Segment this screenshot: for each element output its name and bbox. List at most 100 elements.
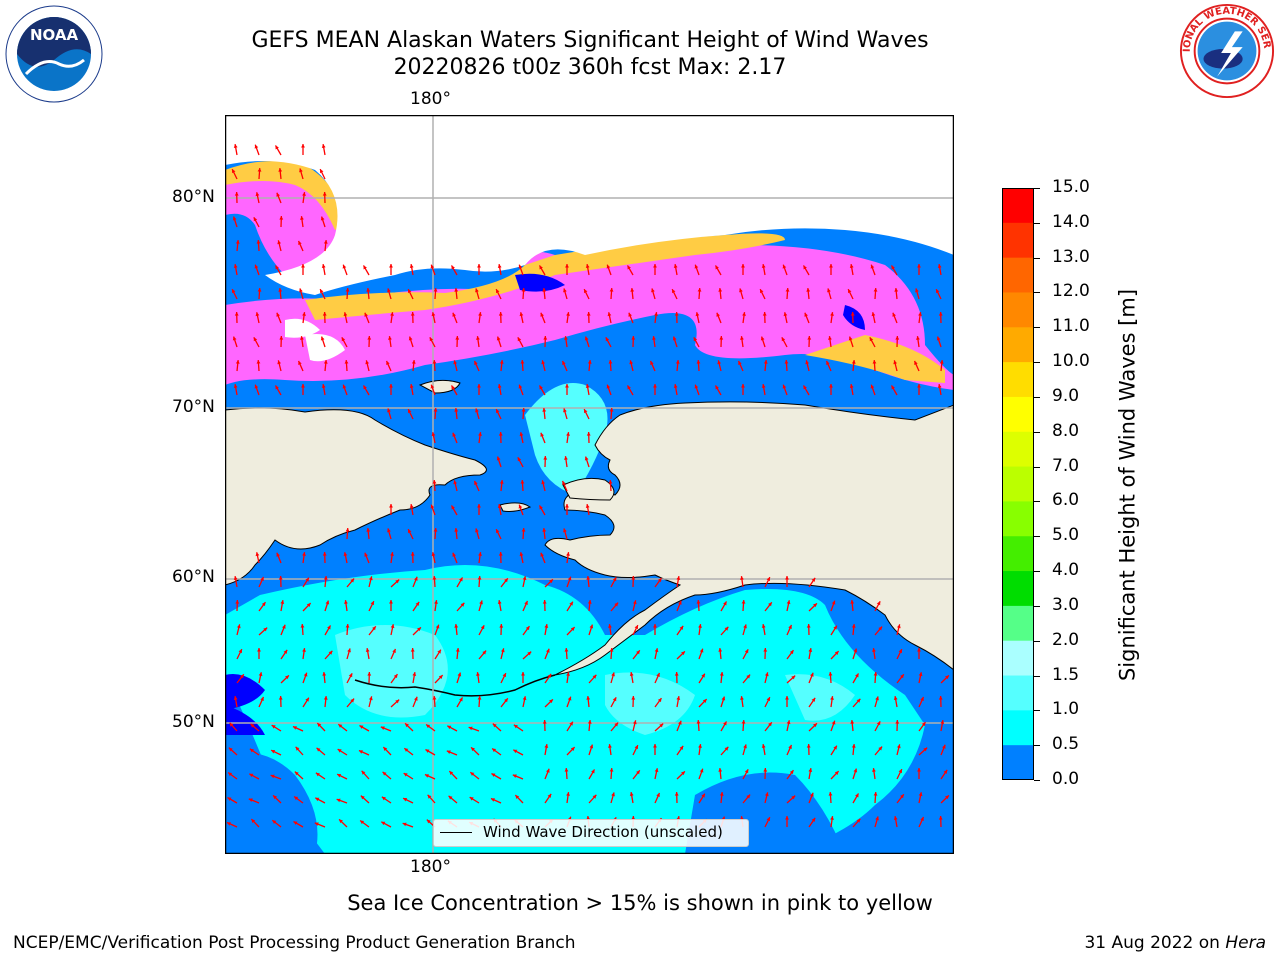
colorbar-tick-label: 2.0 <box>1052 629 1080 650</box>
wind-wave-arrowhead <box>768 602 772 607</box>
wind-wave-arrowhead <box>316 747 321 752</box>
wind-wave-arrowhead <box>808 648 813 652</box>
wind-wave-arrowhead <box>275 265 279 270</box>
wind-wave-arrowhead <box>372 626 376 631</box>
wind-wave-arrowhead <box>433 288 438 292</box>
wind-wave-arrowhead <box>496 336 501 341</box>
wind-wave-arrowhead <box>784 360 789 364</box>
wind-wave-arrowhead <box>652 336 656 340</box>
wind-wave-arrowhead <box>585 264 590 268</box>
wind-wave-arrowhead <box>589 744 594 749</box>
wind-wave-arrowhead <box>629 792 634 796</box>
wind-wave-arrowhead <box>495 529 500 534</box>
wind-wave-arrowhead <box>830 696 834 700</box>
wind-wave-arrowhead <box>674 792 679 796</box>
wind-wave-arrowhead <box>271 725 276 729</box>
wind-wave-arrowhead <box>389 384 393 388</box>
wind-wave-arrowhead <box>517 457 522 462</box>
wind-wave-arrowhead <box>345 528 350 532</box>
wind-wave-arrowhead <box>915 288 919 293</box>
wind-wave-arrowhead <box>761 384 766 388</box>
map-legend: Wind Wave Direction (unscaled) <box>433 819 749 847</box>
wind-wave-arrowhead <box>402 822 407 827</box>
colorbar-segment <box>1002 466 1034 502</box>
wind-wave-arrowhead <box>627 265 631 270</box>
wind-wave-arrowhead <box>541 360 546 365</box>
colorbar-segment <box>1002 710 1034 746</box>
wind-wave-arrowhead <box>358 750 363 754</box>
wind-wave-arrowhead <box>699 648 704 653</box>
wind-wave-arrowhead <box>630 288 635 292</box>
wind-wave-arrowhead <box>936 336 941 341</box>
wind-wave-arrowhead <box>657 698 662 703</box>
wind-wave-arrowhead <box>455 336 460 340</box>
wind-wave-arrowhead <box>656 672 660 677</box>
map-frame <box>225 115 954 854</box>
wind-wave-arrowhead <box>632 600 637 605</box>
colorbar-tick-mark <box>1034 780 1040 781</box>
wind-wave-arrowhead <box>855 673 859 678</box>
wind-wave-arrowhead <box>549 699 553 704</box>
wind-wave-arrowhead <box>746 794 751 799</box>
wind-wave-arrowhead <box>476 336 480 340</box>
wind-wave-arrowhead <box>276 192 280 197</box>
wind-wave-arrowhead <box>834 651 839 655</box>
wind-wave-arrowhead <box>386 360 390 365</box>
wind-wave-arrowhead <box>519 432 524 437</box>
wind-wave-arrowhead <box>761 744 766 748</box>
wind-wave-arrowhead <box>432 696 437 700</box>
wind-wave-arrowhead <box>283 649 288 654</box>
wind-wave-arrowhead <box>294 796 299 801</box>
wind-wave-arrowhead <box>298 240 302 245</box>
wind-wave-arrowhead <box>892 312 896 317</box>
wind-wave-arrowhead <box>278 696 283 700</box>
wind-wave-arrowhead <box>389 264 393 268</box>
colorbar-tick-label: 9.0 <box>1052 385 1080 406</box>
wind-wave-arrowhead <box>563 528 567 533</box>
arctic-white-pocket <box>285 318 345 362</box>
wind-wave-arrowhead <box>521 288 526 292</box>
wind-wave-arrowhead <box>302 192 306 196</box>
wind-wave-arrowhead <box>248 798 253 802</box>
colorbar-tick-mark <box>1034 362 1040 364</box>
wind-wave-arrowhead <box>656 792 660 797</box>
wind-wave-arrowhead <box>917 384 921 388</box>
wind-wave-arrowhead <box>429 337 434 342</box>
wind-wave-arrowhead <box>294 771 299 776</box>
colorbar-segment <box>1002 745 1034 780</box>
wind-wave-arrowhead <box>627 385 631 390</box>
colorbar-segment <box>1002 396 1034 433</box>
wind-wave-arrowhead <box>233 264 238 268</box>
wind-wave-arrowhead <box>521 528 526 532</box>
wind-wave-arrowhead <box>519 312 524 317</box>
wind-wave-arrowhead <box>315 797 320 802</box>
wind-wave-arrowhead <box>414 696 418 701</box>
wind-wave-arrowhead <box>437 649 441 654</box>
colorbar-tick-label: 0.0 <box>1052 769 1080 789</box>
wind-wave-arrowhead <box>279 336 284 340</box>
wind-wave-arrowhead <box>893 360 898 365</box>
colorbar-tick-label: 13.0 <box>1052 246 1090 267</box>
wind-wave-arrowhead <box>387 528 391 533</box>
wind-wave-arrowhead <box>524 600 528 605</box>
wind-wave-arrowhead <box>325 600 330 605</box>
wind-wave-arrowhead <box>614 602 619 607</box>
wind-wave-arrowhead <box>522 696 527 701</box>
wind-wave-arrowhead <box>454 408 459 412</box>
wind-wave-arrowhead <box>943 769 948 774</box>
colorbar <box>1002 188 1034 780</box>
wind-wave-arrowhead <box>300 336 304 340</box>
wind-wave-arrowhead <box>527 651 532 656</box>
colorbar-segment <box>1002 257 1034 293</box>
wind-wave-arrowhead <box>917 264 921 268</box>
wind-wave-arrowhead <box>504 578 508 583</box>
wind-wave-arrowhead <box>762 312 767 316</box>
wind-wave-arrowhead <box>459 577 463 582</box>
wind-wave-arrowhead <box>938 816 943 820</box>
noaa-logo-icon: NOAA <box>5 5 103 103</box>
colorbar-tick-mark <box>1034 327 1040 329</box>
wind-wave-arrowhead <box>433 528 438 532</box>
wind-wave-arrowhead <box>322 552 327 556</box>
wind-wave-arrowhead <box>229 722 234 727</box>
wind-wave-arrowhead <box>920 816 924 821</box>
